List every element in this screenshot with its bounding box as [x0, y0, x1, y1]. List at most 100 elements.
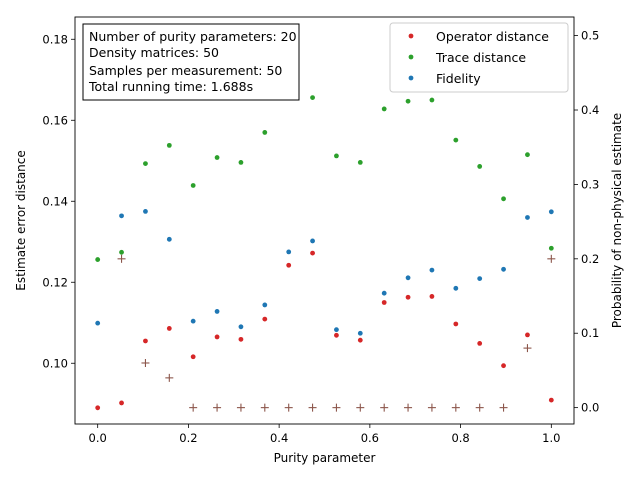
legend-label-trace-distance: Trace distance: [435, 50, 526, 65]
point-operator-distance-4: [190, 354, 196, 360]
point-operator-distance-17: [501, 363, 506, 369]
point-operator-distance-15: [453, 321, 459, 327]
point-trace-distance-6: [238, 159, 244, 165]
point-trace-distance-5: [214, 155, 220, 160]
legend-marker-trace-distance: [408, 54, 414, 60]
info-line-density-matrices: Density matrices: 50: [89, 45, 219, 60]
point-trace-distance-14: [429, 97, 435, 103]
point-non-physical-probability-8: [284, 403, 293, 412]
info-box-frame: [82, 23, 300, 101]
point-non-physical-probability-16: [475, 403, 484, 412]
point-trace-distance-13: [405, 98, 411, 104]
point-non-physical-probability-15: [451, 403, 460, 412]
y-tick-label-0: 0.10: [42, 356, 68, 370]
point-operator-distance-3: [166, 326, 172, 331]
point-non-physical-probability-11: [356, 403, 365, 412]
point-non-physical-probability-5: [213, 403, 222, 412]
info-line-running-time: Total running time: 1.688s: [88, 79, 253, 94]
x-tick-label-0: 0.0: [89, 431, 107, 445]
y2-tick-label-2: 0.2: [581, 252, 599, 266]
point-trace-distance-2: [143, 161, 148, 167]
point-non-physical-probability-1: [117, 254, 126, 263]
y-tick-label-4: 0.18: [42, 32, 68, 46]
point-trace-distance-0: [95, 257, 101, 262]
point-fidelity-16: [477, 276, 483, 282]
y2-axis-label: Probability of non-physical estimate: [610, 113, 624, 328]
point-fidelity-14: [429, 267, 435, 273]
point-operator-distance-6: [238, 336, 244, 342]
point-operator-distance-1: [119, 400, 124, 406]
plot-frame: [74, 16, 575, 425]
series-operator-distance: [95, 250, 554, 411]
y-axis-label: Estimate error distance: [14, 150, 28, 291]
point-fidelity-10: [334, 327, 339, 333]
point-operator-distance-2: [143, 338, 148, 344]
point-non-physical-probability-17: [499, 403, 508, 412]
point-trace-distance-16: [477, 164, 483, 169]
point-fidelity-5: [214, 309, 220, 314]
point-trace-distance-15: [453, 137, 459, 143]
point-non-physical-probability-3: [165, 373, 174, 382]
x-tick-label-4: 0.8: [451, 431, 469, 445]
x-tick-label-2: 0.4: [270, 431, 288, 445]
y2-tick-label-5: 0.5: [581, 29, 599, 43]
legend-frame: [389, 22, 569, 93]
point-non-physical-probability-6: [236, 403, 245, 412]
y-tick-label-3: 0.16: [42, 113, 68, 127]
point-fidelity-6: [238, 324, 244, 330]
point-trace-distance-11: [357, 159, 363, 165]
point-operator-distance-14: [429, 294, 435, 299]
legend-marker-operator-distance: [408, 33, 414, 39]
point-non-physical-probability-9: [308, 403, 317, 412]
y-axis-right: 0.0 0.1 0.2 0.3 0.4 0.5: [574, 29, 599, 415]
y2-tick-label-1: 0.1: [581, 326, 599, 340]
point-trace-distance-17: [501, 196, 506, 202]
point-operator-distance-5: [214, 334, 220, 340]
point-non-physical-probability-4: [189, 403, 198, 412]
y2-tick-label-4: 0.4: [581, 103, 599, 117]
point-operator-distance-7: [262, 316, 268, 322]
point-trace-distance-9: [310, 95, 315, 100]
point-operator-distance-13: [405, 294, 411, 300]
point-trace-distance-10: [334, 153, 339, 159]
legend-label-fidelity: Fidelity: [436, 71, 481, 86]
x-tick-label-5: 1.0: [542, 431, 560, 445]
x-tick-label-1: 0.2: [179, 431, 197, 445]
point-fidelity-15: [453, 285, 459, 291]
legend: Operator distance Trace distance Fidelit…: [389, 22, 569, 93]
point-trace-distance-19: [548, 245, 554, 251]
point-trace-distance-18: [525, 152, 530, 158]
point-non-physical-probability-7: [260, 403, 269, 412]
point-fidelity-18: [525, 215, 530, 220]
point-non-physical-probability-2: [141, 358, 150, 367]
point-fidelity-8: [286, 249, 292, 255]
legend-label-operator-distance: Operator distance: [436, 29, 549, 44]
point-fidelity-9: [310, 238, 315, 244]
x-tick-label-3: 0.6: [361, 431, 379, 445]
point-fidelity-4: [190, 318, 196, 324]
point-non-physical-probability-14: [427, 403, 436, 412]
point-fidelity-3: [166, 236, 172, 242]
point-operator-distance-16: [477, 341, 483, 346]
point-fidelity-0: [95, 320, 101, 326]
point-operator-distance-19: [548, 397, 554, 403]
point-non-physical-probability-18: [523, 344, 532, 353]
y-tick-label-2: 0.14: [42, 194, 68, 208]
series-fidelity: [95, 208, 554, 336]
point-fidelity-17: [501, 266, 506, 272]
point-non-physical-probability-13: [404, 403, 413, 412]
point-trace-distance-3: [166, 142, 172, 148]
y2-tick-label-3: 0.3: [581, 177, 599, 191]
x-axis: 0.0 0.2 0.4 0.6 0.8 1.0: [89, 424, 560, 445]
point-fidelity-19: [548, 209, 554, 215]
point-operator-distance-10: [334, 332, 339, 338]
point-operator-distance-0: [95, 405, 101, 411]
point-fidelity-7: [262, 302, 268, 308]
info-line-samples: Samples per measurement: 50: [89, 63, 282, 78]
y-tick-label-1: 0.12: [42, 275, 68, 289]
point-operator-distance-9: [310, 250, 315, 256]
series-non-physical-probability: [117, 254, 556, 412]
point-trace-distance-12: [381, 106, 387, 112]
point-non-physical-probability-12: [380, 403, 389, 412]
